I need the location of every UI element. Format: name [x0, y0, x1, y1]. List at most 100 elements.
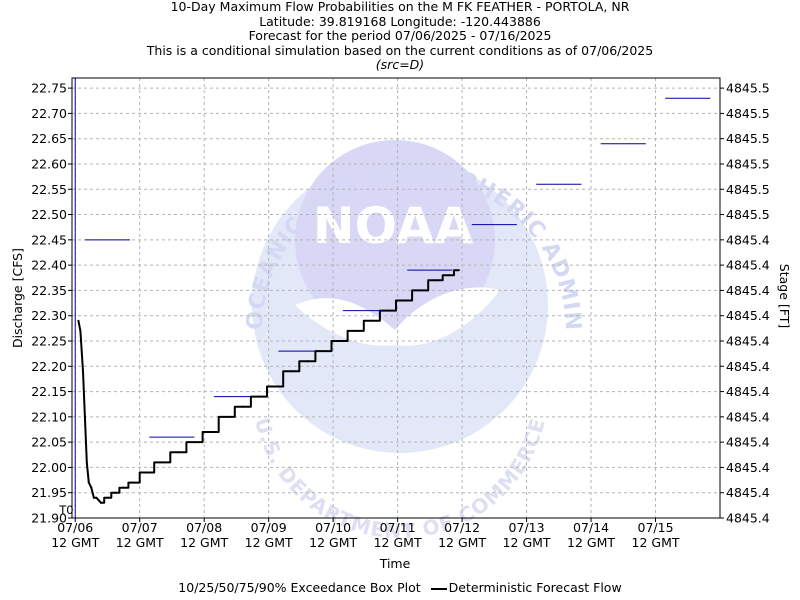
plot-border — [71, 77, 721, 519]
chart-legend: 10/25/50/75/90% Exceedance Box Plot Dete… — [0, 580, 800, 595]
x-tick-date: 07/06 — [57, 520, 93, 535]
watermark-bird — [295, 287, 500, 346]
y2-tick-label: 4845.4 — [726, 460, 770, 475]
forecast-flow-series — [77, 269, 460, 504]
forecast-flow-point — [290, 370, 293, 373]
chart-gridlines — [72, 78, 720, 519]
t0-label: T0 — [58, 503, 73, 517]
x-tick-date: 07/11 — [380, 520, 416, 535]
y2-tick-label: 4845.4 — [726, 308, 770, 323]
y2-tick-label: 4845.4 — [726, 511, 770, 526]
chart-location: Latitude: 39.819168 Longitude: -120.4438… — [259, 13, 541, 29]
x-tick-time: 12 GMT — [503, 535, 551, 550]
noaa-watermark-logo: NATIONAL OCEANIC AND ATMOSPHERIC ADMINIS… — [0, 0, 584, 543]
forecast-flow-point — [83, 415, 86, 418]
forecast-flow-point — [100, 501, 103, 504]
y2-tick-label: 4845.4 — [726, 409, 770, 424]
chart-title: 10-Day Maximum Flow Probabilities on the… — [170, 0, 630, 14]
y-tick-label: 22.45 — [31, 232, 67, 247]
chart-conditions-note: This is a conditional simulation based o… — [146, 42, 654, 58]
x-tick-time: 12 GMT — [245, 535, 293, 550]
watermark-wordmark: NOAA — [313, 197, 474, 255]
y2-tick-label: 4845.5 — [726, 106, 770, 121]
forecast-flow-point — [114, 491, 117, 494]
legend-forecast-label: Deterministic Forecast Flow — [448, 580, 622, 595]
y2-tick-label: 4845.5 — [726, 81, 770, 96]
y-tick-label: 22.40 — [31, 258, 67, 273]
forecast-flow-point — [85, 461, 88, 464]
y2-tick-label: 4845.4 — [726, 485, 770, 500]
x-tick-time: 12 GMT — [51, 535, 99, 550]
x-tick-time: 12 GMT — [180, 535, 228, 550]
chart-title-block: 10-Day Maximum Flow Probabilities on the… — [0, 0, 800, 73]
y-axis-tick-labels: 21.90 21.95 22.00 22.05 22.10 22.15 22.20 22.25… — [31, 81, 72, 526]
y2-tick-label: 4845.5 — [726, 207, 770, 222]
forecast-flow-point — [122, 486, 125, 489]
forecast-flow-point — [354, 329, 357, 332]
y2-tick-label: 4845.5 — [726, 131, 770, 146]
y2-tick-label: 4845.4 — [726, 435, 770, 450]
x-tick-time: 12 GMT — [567, 535, 615, 550]
x-tick-time: 12 GMT — [116, 535, 164, 550]
y2-tick-label: 4845.5 — [726, 182, 770, 197]
y-tick-label: 22.55 — [31, 182, 67, 197]
x-tick-date: 07/08 — [186, 520, 222, 535]
x-tick-time: 12 GMT — [374, 535, 422, 550]
forecast-flow-point — [338, 339, 341, 342]
legend-forecast-swatch — [430, 587, 447, 590]
forecast-flow-point — [419, 289, 422, 292]
y-tick-label: 22.65 — [31, 131, 67, 146]
x-tick-date: 07/12 — [444, 520, 480, 535]
forecast-flow-point — [274, 385, 277, 388]
x-tick-time: 12 GMT — [632, 535, 680, 550]
y2-tick-label: 4845.4 — [726, 333, 770, 348]
forecast-flow-point — [81, 370, 84, 373]
forecast-flow-point — [370, 319, 373, 322]
y-tick-label: 21.90 — [31, 511, 67, 526]
x-tick-time: 12 GMT — [438, 535, 486, 550]
y-tick-label: 22.00 — [31, 460, 67, 475]
chart-period: Forecast for the period 07/06/2025 - 07/… — [248, 28, 552, 44]
y-tick-label: 22.10 — [31, 409, 67, 424]
x-tick-date: 07/10 — [315, 520, 351, 535]
y-tick-label: 22.25 — [31, 333, 67, 348]
forecast-flow-point — [79, 329, 82, 332]
forecast-flow-point — [132, 481, 135, 484]
forecast-flow-point — [403, 299, 406, 302]
t0-marker: T0 — [58, 78, 76, 518]
forecast-flow-point — [106, 496, 109, 499]
y-tick-label: 22.20 — [31, 359, 67, 374]
y2-axis-tick-labels: 4845.4 4845.4 4845.4 4845.4 4845.4 4845.4 4845… — [720, 81, 770, 526]
y-tick-label: 22.75 — [31, 81, 67, 96]
forecast-flow-point — [77, 319, 80, 322]
forecast-flow-point — [193, 441, 196, 444]
y-tick-label: 22.30 — [31, 308, 67, 323]
forecast-flow-point — [306, 360, 309, 363]
x-tick-date: 07/09 — [251, 520, 287, 535]
forecast-flow-point — [386, 309, 389, 312]
y2-tick-label: 4845.4 — [726, 359, 770, 374]
y2-tick-label: 4845.4 — [726, 232, 770, 247]
x-tick-date: 07/07 — [122, 520, 158, 535]
y-tick-label: 22.60 — [31, 156, 67, 171]
forecast-flow-point — [457, 269, 460, 272]
y2-axis-title: Stage [FT] — [777, 264, 792, 328]
forecast-flow-point — [161, 461, 164, 464]
legend-box-plot-label: 10/25/50/75/90% Exceedance Box Plot — [178, 580, 421, 595]
y-tick-label: 22.35 — [31, 283, 67, 298]
y-tick-label: 22.70 — [31, 106, 67, 121]
forecast-flow-point — [95, 496, 98, 499]
forecast-flow-point — [241, 405, 244, 408]
x-tick-date: 07/15 — [638, 520, 674, 535]
y-tick-label: 22.50 — [31, 207, 67, 222]
forecast-flow-point — [87, 481, 90, 484]
forecast-flow-point — [92, 496, 95, 499]
forecast-flow-point — [145, 471, 148, 474]
y2-tick-label: 4845.4 — [726, 258, 770, 273]
y2-tick-label: 4845.4 — [726, 283, 770, 298]
chart-source-note: (src=D) — [375, 57, 425, 73]
forecast-flow-point — [322, 350, 325, 353]
forecast-flow-point — [225, 415, 228, 418]
